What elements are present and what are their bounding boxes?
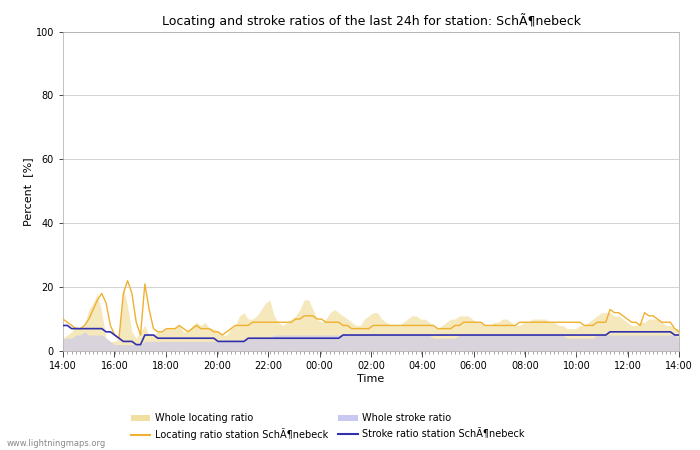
Text: www.lightningmaps.org: www.lightningmaps.org: [7, 439, 106, 448]
Legend: Whole locating ratio, Locating ratio station SchÃ¶nebeck, Whole stroke ratio, St: Whole locating ratio, Locating ratio sta…: [131, 414, 525, 440]
Y-axis label: Percent  [%]: Percent [%]: [23, 157, 33, 225]
X-axis label: Time: Time: [358, 374, 384, 384]
Title: Locating and stroke ratios of the last 24h for station: SchÃ¶nebeck: Locating and stroke ratios of the last 2…: [162, 13, 580, 27]
